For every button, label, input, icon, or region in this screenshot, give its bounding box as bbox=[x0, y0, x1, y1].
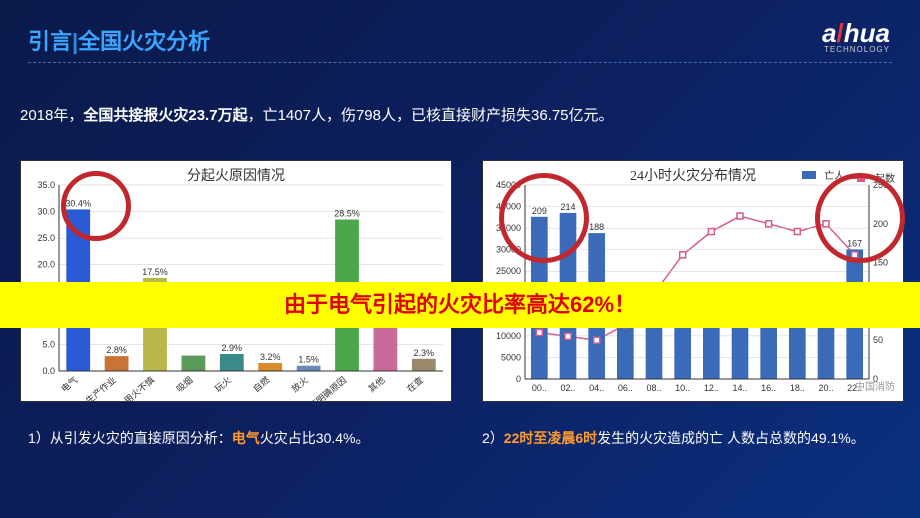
logo-slash: / bbox=[837, 18, 844, 48]
svg-text:放火: 放火 bbox=[289, 374, 310, 394]
svg-text:其他: 其他 bbox=[366, 374, 387, 394]
logo-hua: hua bbox=[844, 18, 890, 48]
svg-text:10..: 10.. bbox=[675, 383, 690, 393]
svg-text:12..: 12.. bbox=[704, 383, 719, 393]
divider bbox=[28, 62, 892, 63]
svg-text:50: 50 bbox=[873, 335, 883, 345]
time-chart: 24小时火灾分布情况 亡人 起数 05000100001500020000250… bbox=[482, 160, 904, 402]
svg-text:1.5%: 1.5% bbox=[298, 355, 319, 365]
svg-text:25000: 25000 bbox=[496, 266, 521, 276]
svg-text:用火不慎: 用火不慎 bbox=[122, 374, 157, 401]
svg-text:20.0: 20.0 bbox=[37, 260, 55, 270]
highlight-circle bbox=[815, 173, 905, 263]
svg-text:188: 188 bbox=[589, 222, 604, 232]
svg-text:2.3%: 2.3% bbox=[414, 348, 435, 358]
caption-1: 1）从引发火灾的直接原因分析：电气火灾占比30.4%。 bbox=[28, 428, 370, 448]
svg-text:00..: 00.. bbox=[532, 383, 547, 393]
watermark: 中国消防 bbox=[855, 378, 895, 393]
title-main: 全国火灾分析 bbox=[78, 29, 210, 54]
svg-text:0: 0 bbox=[516, 374, 521, 384]
intro-text: 2018年，全国共接报火灾23.7万起，亡1407人，伤798人，已核直接财产损… bbox=[20, 104, 614, 125]
svg-text:18..: 18.. bbox=[790, 383, 805, 393]
caption-2: 2）22时至凌晨6时发生的火灾造成的亡 人数占总数的49.1%。 bbox=[482, 428, 865, 448]
svg-text:30.0: 30.0 bbox=[37, 207, 55, 217]
svg-text:16..: 16.. bbox=[761, 383, 776, 393]
svg-text:04..: 04.. bbox=[589, 383, 604, 393]
svg-text:28.5%: 28.5% bbox=[334, 209, 360, 219]
intro-post: ，亡1407人，伤798人，已核直接财产损失36.75亿元。 bbox=[248, 107, 614, 124]
svg-text:02..: 02.. bbox=[560, 383, 575, 393]
intro-bold: 全国共接报火灾23.7万起 bbox=[83, 107, 247, 124]
highlight-circle bbox=[61, 171, 131, 241]
svg-text:吸烟: 吸烟 bbox=[174, 374, 195, 394]
svg-text:不明确原因: 不明确原因 bbox=[307, 374, 349, 401]
svg-text:06..: 06.. bbox=[618, 383, 633, 393]
svg-text:5000: 5000 bbox=[501, 352, 521, 362]
svg-text:25.0: 25.0 bbox=[37, 233, 55, 243]
svg-text:08..: 08.. bbox=[646, 383, 661, 393]
svg-text:玩火: 玩火 bbox=[213, 375, 233, 394]
svg-text:2.9%: 2.9% bbox=[222, 343, 243, 353]
intro-pre: 2018年， bbox=[20, 107, 83, 124]
title-prefix: 引言 bbox=[28, 29, 72, 54]
svg-text:20..: 20.. bbox=[818, 383, 833, 393]
cause-chart: 分起火原因情况 0.05.010.015.020.025.030.035.030… bbox=[20, 160, 452, 402]
highlight-banner: 由于电气引起的火灾比率高达62%！ bbox=[0, 282, 920, 328]
svg-text:自燃: 自燃 bbox=[251, 374, 272, 394]
logo-a: a bbox=[822, 18, 836, 48]
page-title: 引言|全国火灾分析 bbox=[28, 24, 210, 56]
svg-text:生产作业: 生产作业 bbox=[83, 374, 118, 401]
svg-text:在查: 在查 bbox=[404, 374, 425, 394]
svg-text:3.2%: 3.2% bbox=[260, 352, 281, 362]
svg-text:2.8%: 2.8% bbox=[106, 345, 127, 355]
svg-text:5.0: 5.0 bbox=[42, 339, 55, 349]
logo-tech: TECHNOLOGY bbox=[822, 45, 890, 54]
highlight-circle bbox=[499, 173, 589, 263]
svg-text:10000: 10000 bbox=[496, 331, 521, 341]
svg-text:35.0: 35.0 bbox=[37, 181, 55, 190]
brand-logo: a/hua TECHNOLOGY bbox=[822, 18, 890, 54]
svg-text:14..: 14.. bbox=[732, 383, 747, 393]
svg-text:0.0: 0.0 bbox=[42, 366, 55, 376]
svg-text:17.5%: 17.5% bbox=[142, 267, 168, 277]
svg-text:电气: 电气 bbox=[59, 374, 80, 394]
